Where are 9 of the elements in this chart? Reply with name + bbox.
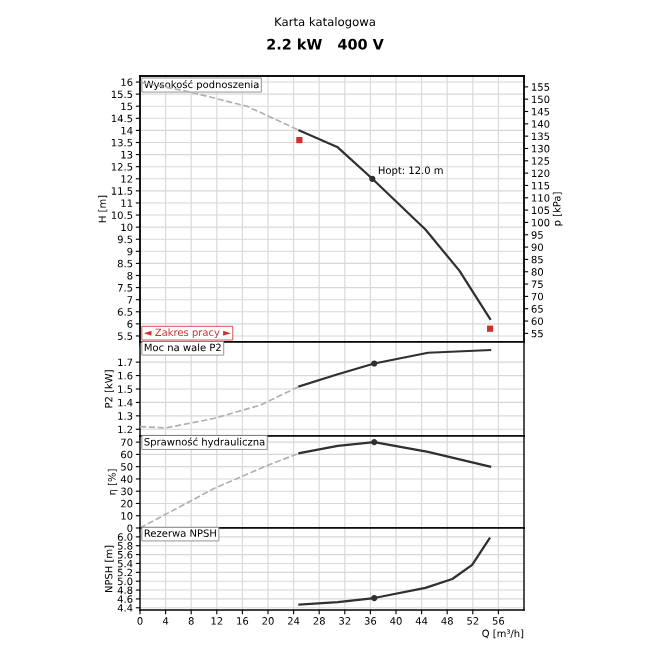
point <box>296 136 303 144</box>
point <box>369 175 376 182</box>
line-series <box>140 385 301 429</box>
line-series <box>298 129 492 321</box>
line-series <box>298 537 491 606</box>
line-series <box>298 348 492 388</box>
line-series <box>140 81 301 132</box>
line-series <box>298 441 492 468</box>
point <box>486 325 494 332</box>
